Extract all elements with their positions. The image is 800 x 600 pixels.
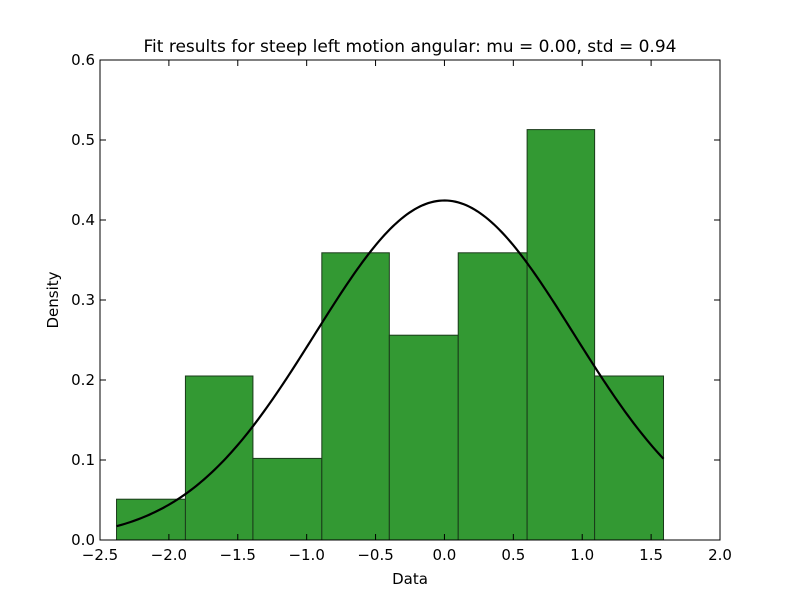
y-tick-label: 0.1 <box>71 451 95 469</box>
x-tick-label: 2.0 <box>708 546 732 564</box>
x-tick-label: −1.5 <box>220 546 256 564</box>
y-tick-label: 0.6 <box>71 51 95 69</box>
x-tick-label: 0.5 <box>501 546 525 564</box>
histogram-bar <box>594 375 665 541</box>
histogram-bar <box>388 334 459 541</box>
x-tick-label: −2.5 <box>82 546 118 564</box>
x-tick-label: 0.0 <box>433 546 457 564</box>
y-tick-label: 0.0 <box>71 531 95 549</box>
histogram-bar <box>526 129 596 541</box>
y-tick-label: 0.4 <box>71 211 95 229</box>
y-axis-label: Density <box>44 271 62 328</box>
histogram-bar <box>116 498 186 541</box>
y-tick-label: 0.2 <box>71 371 95 389</box>
histogram-bars <box>116 129 665 541</box>
x-axis-ticks: −2.5 −2.0 −1.5 −1.0 −0.5 0.0 0.5 1.0 1.5 2.0 <box>82 60 732 564</box>
y-axis-ticks: 0.0 0.1 0.2 0.3 0.4 0.5 0.6 <box>71 51 720 549</box>
x-tick-label: −0.5 <box>357 546 393 564</box>
x-tick-label: −2.0 <box>151 546 187 564</box>
y-tick-label: 0.5 <box>71 131 95 149</box>
histogram-bar <box>457 252 528 541</box>
x-tick-label: −1.0 <box>288 546 324 564</box>
y-tick-label: 0.3 <box>71 291 95 309</box>
chart-title: Fit results for steep left motion angula… <box>144 37 677 57</box>
x-tick-label: 1.5 <box>639 546 663 564</box>
fit-curve <box>116 199 665 528</box>
histogram-bar <box>184 375 254 541</box>
x-axis-label: Data <box>392 570 428 588</box>
x-tick-label: 1.0 <box>570 546 594 564</box>
histogram-bar <box>321 252 390 541</box>
histogram-bar <box>252 457 323 541</box>
